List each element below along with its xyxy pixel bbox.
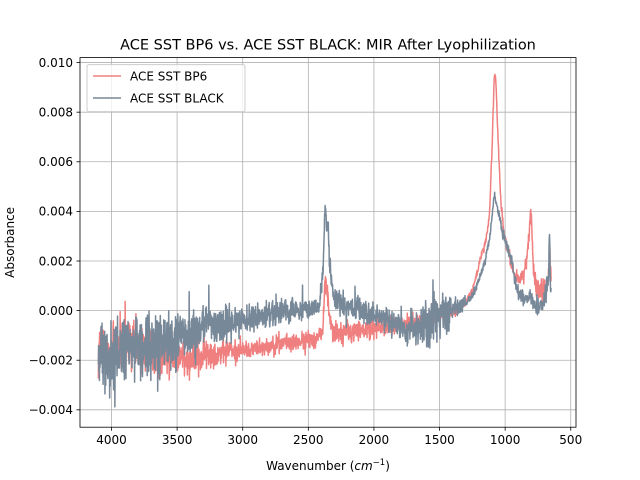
x-tick-label-2000: 2000 [359,433,390,447]
x-tick-label-1000: 1000 [490,433,521,447]
x-axis-label-exponent: −1 [373,458,386,468]
y-tick-label-0-008: 0.008 [39,105,73,119]
x-axis-label: Wavenumber (cm−1) [266,458,390,473]
series-line-black [97,191,552,408]
y-tick-label-0-010: 0.010 [39,56,73,70]
y-axis-label: Absorbance [3,207,17,278]
y-tick-label-0-002: 0.002 [39,254,73,268]
x-axis: 4000 3500 3000 2500 2000 1500 1000 500 [96,427,582,447]
legend-label-black: ACE SST BLACK [130,92,225,106]
y-tick-label-0-004: 0.004 [39,205,73,219]
legend-box [86,64,246,113]
y-tick-label-0-000: 0.000 [39,304,73,318]
x-tick-label-1500: 1500 [424,433,455,447]
x-tick-label-4000: 4000 [96,433,127,447]
x-tick-label-3000: 3000 [227,433,258,447]
legend-label-bp6: ACE SST BP6 [130,70,207,84]
legend: ACE SST BP6 ACE SST BLACK [86,64,246,113]
x-axis-label-unit: cm [354,459,372,473]
y-tick-label-0-004: −0.004 [29,403,73,417]
x-axis-label-prefix: Wavenumber ( [266,459,354,473]
y-axis: −0.004 −0.002 0.000 0.002 0.004 0.006 0.008 0.0… [29,56,80,417]
x-tick-label-3500: 3500 [162,433,193,447]
y-tick-label-0-006: 0.006 [39,155,73,169]
x-axis-label-suffix: ) [385,459,390,473]
x-tick-label-500: 500 [559,433,582,447]
y-tick-label-0-002: −0.002 [29,354,73,368]
x-tick-label-2500: 2500 [293,433,324,447]
plot-frame [79,57,577,428]
series-layer [97,73,552,408]
chart-title: ACE SST BP6 vs. ACE SST BLACK: MIR After… [120,38,536,54]
